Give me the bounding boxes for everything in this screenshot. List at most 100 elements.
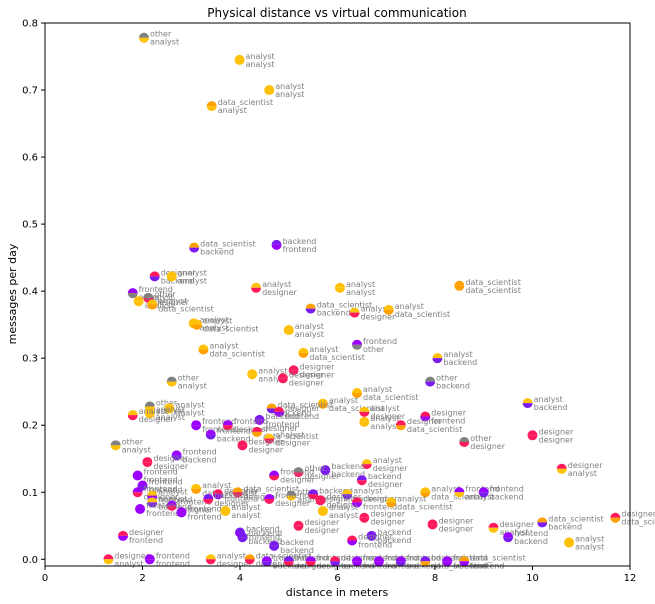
point-label-bottom: analyst [297, 496, 326, 505]
point-top-half [286, 490, 297, 496]
point-bottom-half [264, 90, 275, 96]
point-bottom-half [454, 492, 465, 498]
y-tick-label: 0.1 [22, 488, 38, 499]
point-top-half [144, 401, 155, 407]
point-top-half [454, 487, 465, 493]
point-label-top: frontend [144, 484, 178, 493]
point-bottom-half [277, 378, 288, 384]
point-label-bottom: designer [289, 378, 324, 387]
y-tick-label: 0.6 [22, 153, 38, 164]
point-label-top: data_scientist [244, 484, 299, 493]
point-label-top: analyst [158, 297, 187, 306]
point-label-bottom: frontend [283, 245, 317, 254]
point-top-half [298, 347, 309, 353]
point-bottom-half [373, 561, 384, 567]
point-label-bottom: designer [370, 518, 405, 527]
point-label-top: frontend [234, 417, 268, 426]
point-label-bottom: designer [275, 499, 310, 508]
point-bottom-half [305, 308, 316, 314]
x-tick-label: 4 [237, 573, 243, 584]
point-label-bottom: designer [139, 415, 174, 424]
point-label-top: designer [431, 409, 466, 418]
point-label-top: data_scientist [256, 551, 311, 560]
point-label-bottom: data_scientist [202, 489, 257, 498]
point-label-top: analyst [158, 488, 187, 497]
point-top-half [293, 520, 304, 526]
point-bottom-half [198, 349, 209, 355]
point-top-half [395, 420, 406, 426]
point-bottom-half [356, 480, 367, 486]
point-top-half [317, 398, 328, 404]
point-label-top: analyst [231, 503, 260, 512]
point-label-top: other [150, 30, 172, 39]
point-bottom-half [247, 374, 258, 380]
point-label-top: designer [285, 404, 320, 413]
point-label-top: analyst [145, 293, 174, 302]
point-label-top: analyst [175, 400, 204, 409]
point-label-top: analyst [295, 322, 324, 331]
point-label-bottom: backend [353, 494, 387, 503]
point-bottom-half [352, 561, 362, 567]
point-bottom-half [144, 559, 155, 565]
point-label-top: frontend [139, 285, 173, 294]
point-label-bottom: data_scientist [329, 404, 384, 413]
point-bottom-half [537, 522, 548, 528]
y-axis-label: messages per day [6, 243, 19, 344]
point-bottom-half [237, 445, 248, 451]
point-top-half [305, 556, 316, 562]
point-top-half [349, 307, 360, 313]
point-top-half [359, 406, 370, 412]
point-label-bottom: data_scientist [395, 310, 450, 319]
point-bottom-half [359, 517, 370, 523]
point-top-half [176, 507, 187, 513]
point-top-half [386, 497, 397, 503]
point-label-top: designer [263, 424, 298, 433]
point-label-top: designer [114, 551, 149, 560]
point-bottom-half [488, 527, 499, 533]
point-top-half [274, 406, 284, 412]
point-top-half [266, 403, 277, 409]
point-bottom-half [352, 393, 362, 399]
point-label-top: designer [248, 437, 283, 446]
point-top-half [359, 416, 370, 422]
point-bottom-half [203, 498, 214, 504]
point-top-half [356, 475, 367, 481]
point-bottom-half [305, 561, 316, 567]
point-label-top: backend [378, 528, 412, 537]
point-bottom-half [244, 559, 255, 565]
point-bottom-half [205, 559, 216, 565]
point-bottom-half [264, 438, 275, 444]
point-top-half [132, 470, 143, 476]
point-top-half [235, 527, 245, 533]
point-label-top: backend [331, 462, 365, 471]
point-label-top: designer [363, 494, 398, 503]
point-label-bottom: designer [539, 435, 574, 444]
point-bottom-half [251, 287, 262, 293]
point-label-top: backend [368, 472, 402, 481]
point-top-half [342, 489, 353, 495]
point-label-top: frontend [188, 504, 222, 513]
